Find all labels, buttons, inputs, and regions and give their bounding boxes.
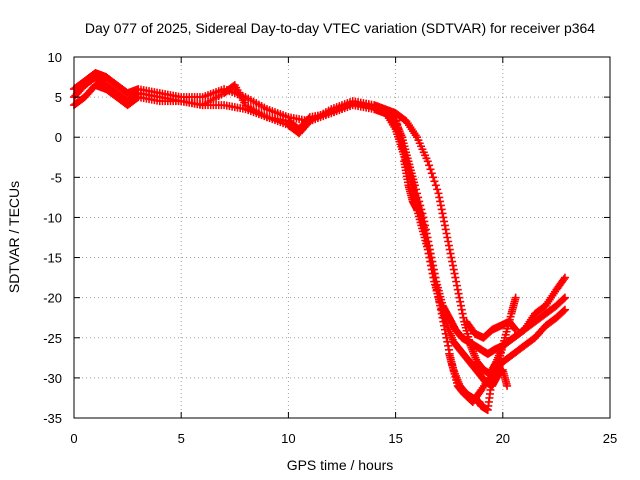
data-point bbox=[444, 341, 453, 350]
data-point bbox=[413, 205, 422, 214]
data-point bbox=[440, 221, 449, 230]
x-tick-label: 5 bbox=[178, 431, 185, 446]
series-track-7 bbox=[462, 317, 520, 342]
plot-frame bbox=[73, 56, 611, 419]
x-axis-label: GPS time / hours bbox=[287, 457, 394, 473]
x-tick-label: 25 bbox=[603, 431, 617, 446]
data-point bbox=[560, 273, 569, 282]
x-tick-label: 15 bbox=[388, 431, 402, 446]
y-tick-label: -35 bbox=[43, 411, 62, 426]
x-tick-label: 20 bbox=[496, 431, 510, 446]
data-point bbox=[430, 177, 439, 186]
data-point bbox=[453, 285, 462, 294]
data-point bbox=[396, 134, 405, 143]
y-tick-label: 10 bbox=[48, 50, 62, 65]
y-tick-label: 0 bbox=[55, 130, 62, 145]
data-point bbox=[394, 123, 403, 132]
data-point bbox=[425, 161, 434, 170]
data-point bbox=[435, 193, 444, 202]
data-point bbox=[559, 294, 568, 303]
data-point bbox=[442, 229, 451, 238]
data-point bbox=[452, 277, 461, 286]
data-point bbox=[456, 301, 465, 310]
data-point bbox=[458, 309, 467, 318]
y-tick-label: -25 bbox=[43, 331, 62, 346]
data-point bbox=[424, 249, 433, 258]
data-point bbox=[560, 293, 569, 302]
data-point bbox=[451, 273, 460, 282]
data-point bbox=[559, 306, 568, 315]
data-point bbox=[428, 269, 437, 278]
data-point bbox=[391, 113, 400, 122]
data-point bbox=[448, 261, 457, 270]
data-point bbox=[304, 114, 313, 123]
data-point bbox=[429, 273, 438, 282]
data-point bbox=[503, 381, 512, 390]
data-point bbox=[560, 305, 569, 314]
y-tick-label: -30 bbox=[43, 371, 62, 386]
data-point bbox=[426, 257, 435, 266]
data-point bbox=[511, 325, 520, 334]
series-track-5 bbox=[400, 157, 422, 214]
data-point bbox=[438, 209, 447, 218]
data-point bbox=[426, 165, 435, 174]
data-point bbox=[427, 169, 436, 178]
data-point bbox=[425, 253, 434, 262]
series-track-4 bbox=[391, 113, 512, 390]
data-point bbox=[433, 185, 442, 194]
data-series bbox=[70, 69, 569, 414]
series-track-6 bbox=[445, 293, 520, 414]
data-point bbox=[459, 313, 468, 322]
axis-ticks: 0 5 10 15 20 25 10 5 0 -5 -10 -15 -20 -25 -30 -35 bbox=[43, 50, 617, 446]
data-point bbox=[456, 297, 465, 306]
data-point bbox=[510, 324, 519, 333]
data-point bbox=[447, 253, 456, 262]
data-point bbox=[455, 293, 464, 302]
data-point bbox=[559, 275, 568, 284]
data-point bbox=[511, 293, 520, 302]
data-point bbox=[423, 157, 432, 166]
data-point bbox=[440, 217, 449, 226]
data-point bbox=[420, 217, 429, 226]
y-tick-label: 5 bbox=[55, 90, 62, 105]
data-point bbox=[446, 249, 455, 258]
data-point bbox=[427, 265, 436, 274]
data-point bbox=[429, 173, 438, 182]
data-point bbox=[444, 241, 453, 250]
data-point bbox=[439, 213, 448, 222]
y-tick-label: -5 bbox=[50, 170, 62, 185]
data-point bbox=[392, 116, 401, 125]
chart-title: Day 077 of 2025, Sidereal Day-to-day VTE… bbox=[85, 20, 595, 36]
data-point bbox=[395, 130, 404, 139]
data-point bbox=[436, 201, 445, 210]
data-point bbox=[431, 181, 440, 190]
data-point bbox=[423, 245, 432, 254]
data-point bbox=[457, 305, 466, 314]
y-axis-label: SDTVAR / TECUs bbox=[6, 181, 22, 293]
data-point bbox=[444, 237, 453, 246]
series-track-3 bbox=[70, 81, 569, 358]
x-tick-label: 10 bbox=[281, 431, 295, 446]
series-track-2 bbox=[70, 73, 569, 406]
data-point bbox=[449, 265, 458, 274]
data-point bbox=[441, 225, 450, 234]
data-point bbox=[448, 257, 457, 266]
data-point bbox=[393, 120, 402, 129]
y-tick-label: -15 bbox=[43, 251, 62, 266]
data-point bbox=[452, 281, 461, 290]
data-point bbox=[450, 269, 459, 278]
data-point bbox=[394, 127, 403, 136]
data-point bbox=[445, 245, 454, 254]
data-point bbox=[443, 233, 452, 242]
data-point bbox=[437, 205, 446, 214]
data-point bbox=[454, 289, 463, 298]
y-tick-label: -10 bbox=[43, 210, 62, 225]
data-point bbox=[436, 197, 445, 206]
data-point bbox=[397, 137, 406, 146]
y-tick-label: -20 bbox=[43, 291, 62, 306]
data-point bbox=[426, 261, 435, 270]
data-point bbox=[434, 189, 443, 198]
x-tick-label: 0 bbox=[70, 431, 77, 446]
